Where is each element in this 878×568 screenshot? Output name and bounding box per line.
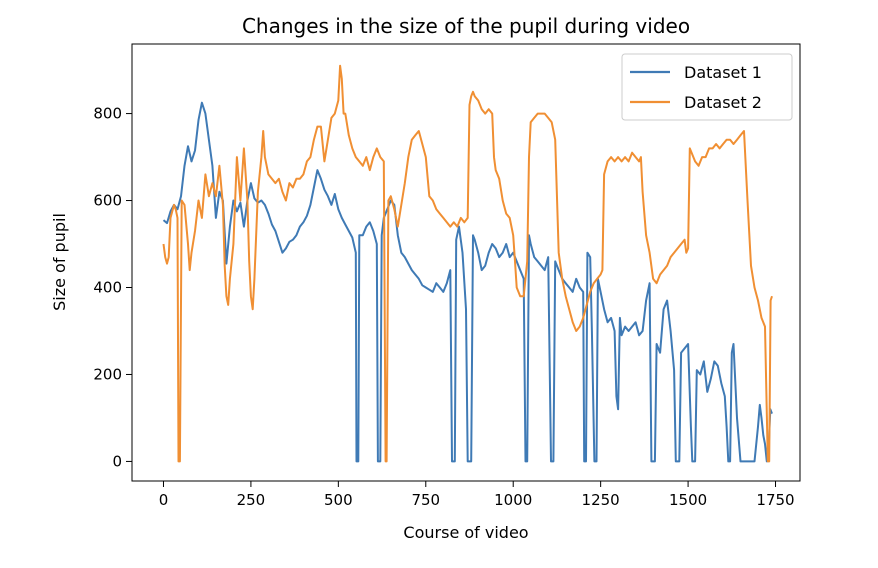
y-axis-label: Size of pupil xyxy=(50,213,69,311)
x-tick-label: 0 xyxy=(159,491,169,509)
legend: Dataset 1 Dataset 2 xyxy=(621,53,793,121)
y-tick-label: 200 xyxy=(93,365,122,383)
x-tick-label: 750 xyxy=(411,491,440,509)
x-axis-ticks: 0 250 500 750 1000 1250 1500 1750 xyxy=(159,481,795,509)
plot-frame xyxy=(131,43,801,482)
legend-box xyxy=(621,53,793,121)
y-tick-label: 800 xyxy=(93,105,122,123)
chart-title: Changes in the size of the pupil during … xyxy=(242,14,690,38)
y-tick-label: 600 xyxy=(93,192,122,210)
x-axis-label: Course of video xyxy=(403,523,528,542)
series-layer xyxy=(162,64,773,463)
x-tick-label: 1250 xyxy=(582,491,620,509)
x-tick-label: 1500 xyxy=(669,491,707,509)
y-axis-ticks: 0 200 400 600 800 xyxy=(93,105,132,470)
x-tick-label: 1750 xyxy=(756,491,794,509)
y-tick-label: 400 xyxy=(93,279,122,297)
x-tick-label: 1000 xyxy=(494,491,532,509)
x-tick-label: 250 xyxy=(237,491,266,509)
series-line-dataset-2 xyxy=(162,64,773,463)
y-tick-label: 0 xyxy=(112,452,122,470)
legend-label-dataset-1: Dataset 1 xyxy=(684,63,762,82)
series-line-dataset-1 xyxy=(162,101,773,463)
legend-label-dataset-2: Dataset 2 xyxy=(684,93,762,112)
x-tick-label: 500 xyxy=(324,491,353,509)
